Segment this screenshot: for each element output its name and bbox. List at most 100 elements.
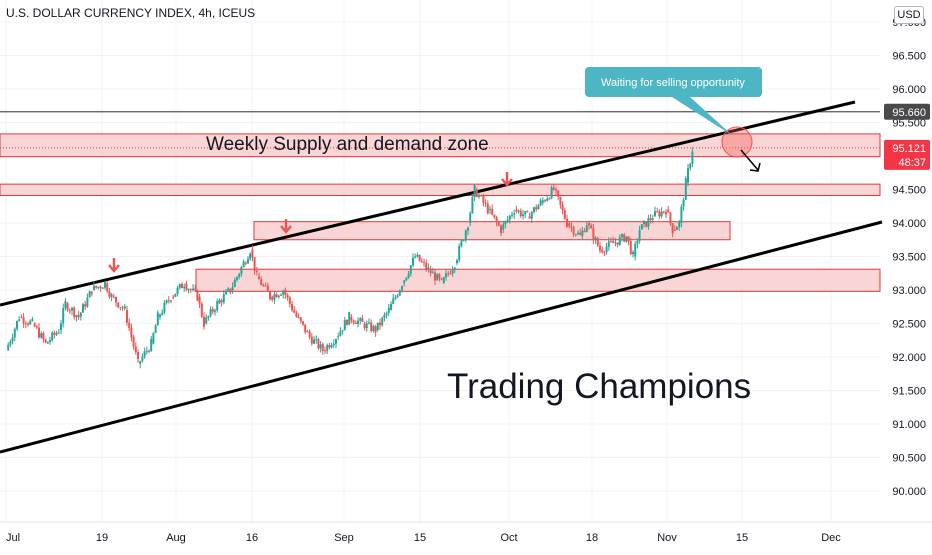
- candle-body: [581, 230, 584, 237]
- candle-up: [227, 286, 230, 293]
- candle-up: [156, 310, 159, 326]
- candle-body: [205, 317, 208, 324]
- candle-body: [541, 200, 544, 203]
- candle-body: [548, 198, 551, 200]
- candle-body: [596, 237, 599, 246]
- candle-up: [82, 302, 84, 313]
- candle-body: [277, 295, 280, 298]
- candle-body: [240, 267, 243, 274]
- candle-down: [299, 317, 302, 324]
- candle-body: [544, 200, 546, 202]
- candle-body: [616, 242, 619, 245]
- candle-down: [53, 330, 56, 339]
- candle-body: [493, 214, 496, 218]
- candle-body: [328, 344, 331, 348]
- candle-up: [682, 197, 685, 211]
- candle-down: [667, 205, 670, 213]
- candle-down: [449, 270, 452, 275]
- candle-body: [313, 339, 315, 344]
- candle-body: [326, 344, 329, 352]
- candle-up: [49, 336, 51, 345]
- candle-body: [348, 312, 351, 325]
- candle-down: [148, 349, 150, 354]
- candle-down: [535, 204, 538, 212]
- candle-body: [497, 222, 500, 226]
- candle-up: [163, 300, 166, 315]
- candle-up: [71, 306, 73, 316]
- candle-down: [559, 196, 562, 209]
- candle-up: [57, 329, 60, 334]
- candle-body: [350, 316, 353, 321]
- candle-body: [249, 253, 252, 259]
- candle-body: [185, 283, 188, 290]
- candle-up: [537, 203, 540, 210]
- candle-up: [651, 214, 654, 224]
- candle-body: [159, 314, 161, 317]
- candle-up: [469, 211, 472, 227]
- candle-up: [636, 238, 639, 249]
- candle-body: [632, 252, 634, 255]
- candle-down: [255, 266, 258, 276]
- candle-body: [557, 190, 560, 197]
- candle-up: [192, 284, 194, 292]
- candle-down: [627, 236, 630, 246]
- candle-up: [396, 293, 399, 299]
- candle-up: [209, 306, 212, 318]
- candle-body: [625, 236, 628, 242]
- candle-down: [601, 246, 604, 254]
- candle-body: [445, 273, 447, 278]
- candle-body: [638, 230, 641, 241]
- candle-up: [315, 335, 318, 344]
- candle-body: [200, 303, 203, 317]
- candle-body: [594, 237, 597, 241]
- candle-body: [436, 274, 439, 281]
- candle-body: [46, 341, 49, 344]
- candle-body: [108, 291, 111, 297]
- candle-body: [588, 223, 590, 226]
- candle-body: [339, 331, 342, 336]
- candle-body: [634, 243, 637, 257]
- candle-up: [123, 303, 126, 311]
- y-tick-label: 96.000: [892, 84, 926, 96]
- candle-body: [148, 350, 150, 352]
- candle-up: [161, 309, 164, 316]
- candle-body: [282, 290, 285, 295]
- candle-body: [614, 242, 617, 244]
- candle-body: [121, 307, 124, 309]
- currency-button[interactable]: USD: [894, 6, 924, 24]
- candle-body: [341, 330, 344, 332]
- candle-down: [500, 224, 502, 237]
- candle-body: [504, 221, 507, 225]
- candle-up: [372, 324, 375, 333]
- candle-body: [418, 254, 421, 262]
- candle-up: [218, 298, 221, 304]
- candle-up: [680, 204, 683, 228]
- candle-body: [11, 337, 14, 342]
- candle-body: [242, 261, 245, 268]
- candle-down: [137, 349, 139, 363]
- candle-body: [451, 269, 454, 274]
- candle-up: [150, 335, 153, 352]
- candle-body: [222, 294, 225, 303]
- candle-up: [405, 277, 408, 282]
- candle-up: [233, 277, 236, 288]
- candle-down: [198, 293, 201, 309]
- candle-body: [379, 322, 381, 326]
- candle-up: [187, 288, 190, 294]
- candle-body: [29, 320, 32, 325]
- candle-up: [392, 293, 395, 305]
- candle-up: [231, 282, 234, 294]
- candle-body: [438, 274, 441, 279]
- candle-down: [486, 200, 489, 215]
- candle-down: [420, 258, 423, 263]
- candle-up: [60, 319, 62, 335]
- candle-body: [456, 260, 458, 264]
- candle-body: [317, 339, 320, 349]
- candle-down: [658, 209, 661, 219]
- candle-down: [262, 283, 265, 287]
- candle-body: [572, 227, 575, 235]
- candle-body: [403, 280, 406, 284]
- candle-body: [434, 272, 436, 281]
